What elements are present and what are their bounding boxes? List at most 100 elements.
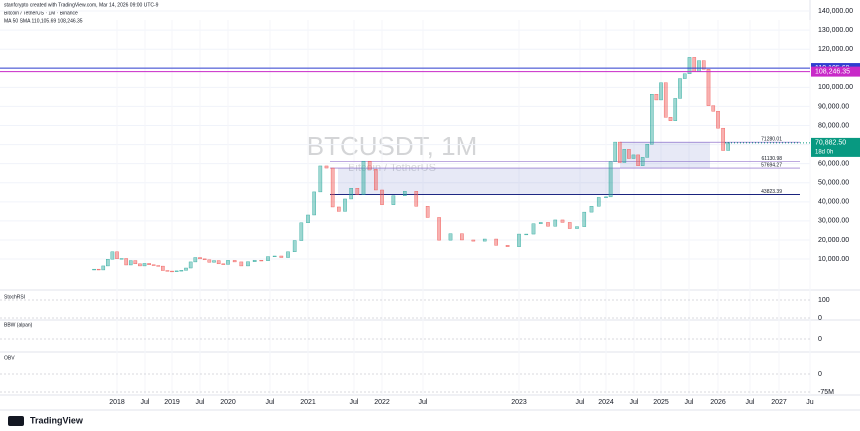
ma-legend: MA 50 SMA 110,105.69 108,246.35 <box>4 18 83 24</box>
candle <box>482 238 487 242</box>
candle <box>184 267 188 271</box>
candle <box>414 191 419 207</box>
x-tick-label: Jul <box>350 399 359 406</box>
candle <box>673 98 678 121</box>
last-price-box <box>811 137 860 157</box>
candle <box>318 165 323 193</box>
candle <box>471 239 476 242</box>
x-tick-label: Jul <box>685 399 694 406</box>
x-tick-label: Jul <box>419 399 428 406</box>
x-tick-label: 2026 <box>710 399 726 406</box>
candle <box>151 264 156 266</box>
candle <box>266 256 270 261</box>
candle <box>246 261 250 267</box>
candle <box>682 73 687 79</box>
x-tick-label: 2025 <box>653 399 669 406</box>
x-tick-label: 2027 <box>771 399 787 406</box>
candle <box>96 268 101 271</box>
x-tick-label: 2022 <box>374 399 390 406</box>
candle <box>560 219 565 223</box>
candle <box>349 188 353 200</box>
candle <box>505 245 510 247</box>
candle <box>627 149 631 159</box>
x-tick-label: Jul <box>576 399 585 406</box>
brand: TradingView <box>30 415 84 425</box>
y-tick-label: 30,000.00 <box>818 218 849 225</box>
candle <box>403 191 407 196</box>
x-tick-label: Jul <box>141 399 150 406</box>
candle <box>188 261 193 269</box>
x-tick-label: Jul <box>630 399 639 406</box>
candle <box>494 238 498 246</box>
pane-tick-label: -75M <box>818 389 834 396</box>
x-tick-label: 2018 <box>109 399 125 406</box>
candle <box>617 141 622 163</box>
watermark-title: BTCUSDT, 1M <box>307 131 477 161</box>
candle <box>216 260 221 265</box>
candle <box>312 191 316 216</box>
candle <box>337 206 341 212</box>
candle <box>622 149 627 163</box>
candle <box>207 259 212 263</box>
x-tick-label: Ju <box>806 399 814 406</box>
candle <box>546 222 550 227</box>
pane-tick-label: 100 <box>818 297 830 304</box>
candle <box>279 255 284 258</box>
candle <box>133 260 138 265</box>
candle <box>692 57 697 72</box>
candle <box>567 222 572 229</box>
candle <box>355 188 360 195</box>
candle <box>128 260 133 266</box>
candle <box>524 233 529 236</box>
y-tick-label: 10,000.00 <box>818 256 849 263</box>
y-tick-label: 80,000.00 <box>818 122 849 129</box>
candle <box>460 233 464 241</box>
candle <box>106 259 110 267</box>
candle <box>259 259 264 262</box>
candle <box>124 258 128 266</box>
candle <box>726 142 730 151</box>
level-label: 57694.27 <box>761 162 782 168</box>
candle <box>221 263 226 265</box>
candle <box>640 157 645 166</box>
y-tick-label: 60,000.00 <box>818 161 849 168</box>
candle <box>92 268 96 271</box>
candle <box>170 270 174 273</box>
candle <box>517 233 521 247</box>
candle <box>613 141 617 162</box>
candle <box>425 206 430 218</box>
candle <box>631 154 636 159</box>
candle <box>343 198 347 212</box>
candle <box>367 160 372 170</box>
y-tick-label: 50,000.00 <box>818 180 849 187</box>
candle <box>697 60 701 72</box>
candle <box>156 265 161 267</box>
candle <box>437 217 441 241</box>
candle <box>659 82 663 101</box>
candle <box>119 258 124 260</box>
level-label: 43823.39 <box>761 189 782 195</box>
y-tick-label: 140,000.00 <box>818 8 853 15</box>
credit: stanfcrypto created with TradingView.com… <box>4 2 159 8</box>
x-tick-label: 2023 <box>511 399 527 406</box>
x-tick-label: 2021 <box>300 399 316 406</box>
candle <box>531 223 536 235</box>
candle <box>604 196 608 198</box>
candle <box>668 117 673 121</box>
candle <box>575 226 579 229</box>
y-tick-label: 120,000.00 <box>818 46 853 53</box>
candle <box>252 259 257 262</box>
candle <box>101 265 106 271</box>
candle <box>232 260 237 263</box>
pane-name: StochRSI <box>4 294 25 300</box>
candle <box>115 251 119 259</box>
candle <box>380 189 384 205</box>
candle <box>292 240 297 253</box>
pane-tick-label: 0 <box>818 336 822 343</box>
candle <box>179 270 184 272</box>
candle <box>212 260 216 263</box>
candle <box>330 167 335 208</box>
candle <box>198 257 202 260</box>
candle <box>663 82 668 118</box>
